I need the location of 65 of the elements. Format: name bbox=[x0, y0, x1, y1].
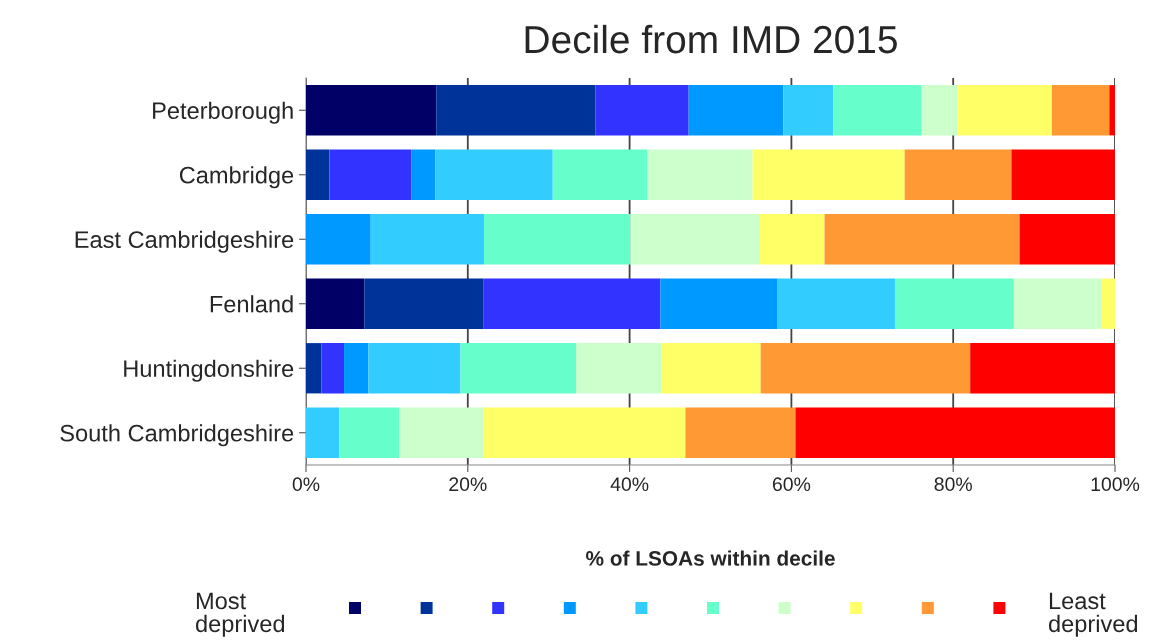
bar bbox=[344, 343, 369, 394]
bar bbox=[1013, 278, 1103, 329]
bar bbox=[306, 149, 330, 200]
bar bbox=[306, 343, 322, 394]
bar bbox=[647, 149, 753, 200]
bar bbox=[1011, 149, 1115, 200]
bar bbox=[824, 214, 1020, 265]
bar bbox=[321, 343, 345, 394]
y-tick-label: Fenland bbox=[210, 295, 293, 313]
bar bbox=[1109, 85, 1115, 136]
bar bbox=[904, 149, 1012, 200]
bar bbox=[306, 214, 371, 265]
bar bbox=[760, 343, 971, 394]
x-tick-label: 20% bbox=[449, 477, 487, 492]
bar bbox=[306, 407, 340, 458]
y-tick-label: South Cambridgeshire bbox=[60, 424, 294, 447]
bar bbox=[552, 149, 648, 200]
bar bbox=[595, 85, 689, 136]
bar bbox=[1102, 278, 1115, 329]
bar bbox=[306, 85, 437, 136]
chart-title: Decile from IMD 2015 bbox=[525, 24, 897, 54]
bar bbox=[364, 278, 484, 329]
bar bbox=[329, 149, 412, 200]
text: Least deprived bbox=[1048, 592, 1138, 637]
bar bbox=[435, 149, 553, 200]
bar bbox=[685, 407, 796, 458]
bar bbox=[921, 85, 958, 136]
bar bbox=[783, 85, 834, 136]
x-tick-label: 100% bbox=[1091, 477, 1140, 492]
bar bbox=[483, 214, 631, 265]
bar bbox=[370, 214, 484, 265]
text: Most deprived bbox=[195, 592, 285, 637]
bar bbox=[368, 343, 461, 394]
y-tick-label: East Cambridgeshire bbox=[75, 230, 294, 253]
bar bbox=[411, 149, 436, 200]
bar bbox=[399, 407, 484, 458]
y-tick-label: Cambridge bbox=[179, 166, 294, 189]
bar bbox=[661, 343, 761, 394]
bar bbox=[970, 343, 1115, 394]
bar bbox=[630, 214, 760, 265]
bar bbox=[833, 85, 922, 136]
bar bbox=[957, 85, 1052, 136]
bar bbox=[339, 407, 400, 458]
y-tick-label: Huntingdonshire bbox=[124, 359, 294, 382]
x-axis-title: % of LSOAs within decile bbox=[586, 550, 835, 566]
x-tick-label: 80% bbox=[934, 477, 972, 492]
bar bbox=[576, 343, 662, 394]
x-tick-label: 40% bbox=[610, 477, 649, 492]
bar bbox=[483, 407, 686, 458]
x-tick-label: 0% bbox=[292, 477, 320, 492]
x-tick-label: 60% bbox=[772, 477, 811, 492]
bar bbox=[894, 278, 1014, 329]
bar bbox=[1051, 85, 1110, 136]
bar bbox=[688, 85, 784, 136]
bar bbox=[759, 214, 825, 265]
bar bbox=[460, 343, 577, 394]
y-tick-label: Peterborough bbox=[153, 101, 293, 124]
bar bbox=[483, 278, 661, 329]
bar bbox=[436, 85, 596, 136]
bar bbox=[752, 149, 905, 200]
bar bbox=[660, 278, 778, 329]
bar bbox=[795, 407, 1115, 458]
bar bbox=[306, 278, 365, 329]
bar bbox=[777, 278, 895, 329]
bar bbox=[1019, 214, 1115, 265]
